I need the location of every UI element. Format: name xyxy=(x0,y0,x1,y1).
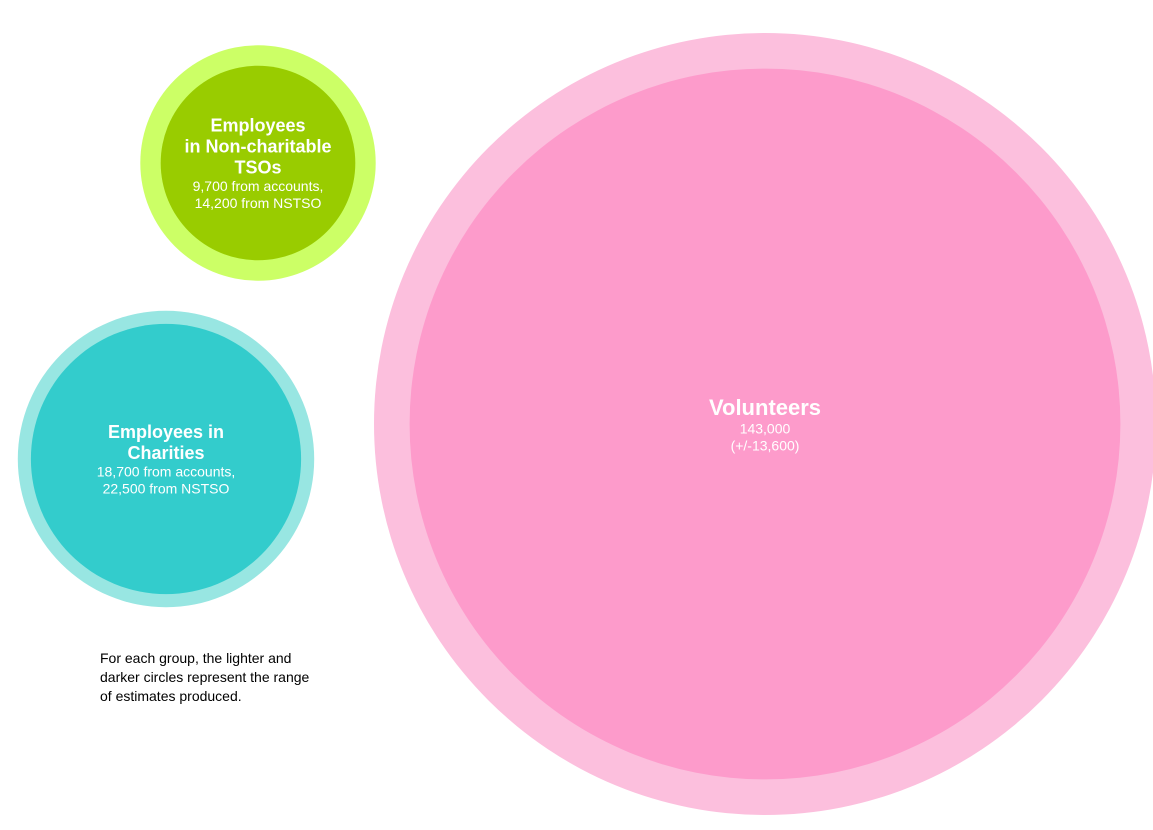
volunteers-inner-circle xyxy=(409,68,1121,780)
chart-note: For each group, the lighter and darker ci… xyxy=(100,650,310,704)
volunteers-title-line: Volunteers xyxy=(709,395,821,420)
employees-in-non-charitable-tsos-detail-line: 14,200 from NSTSO xyxy=(195,195,322,211)
employees-in-charities-detail-line: 18,700 from accounts, xyxy=(97,464,236,480)
volunteers-detail-line: 143,000 xyxy=(740,421,791,437)
employees-in-non-charitable-tsos-detail-line: 9,700 from accounts, xyxy=(193,178,324,194)
volunteers-detail-line: (+/-13,600) xyxy=(731,438,800,454)
employees-in-charities-title-line: Charities xyxy=(127,443,204,463)
employees-in-charities-detail-line: 22,500 from NSTSO xyxy=(103,481,230,497)
employees-in-non-charitable-tsos-title-line: TSOs xyxy=(234,157,281,177)
employees-in-non-charitable-tsos-title-line: Employees xyxy=(210,115,305,135)
employees-in-non-charitable-tsos-inner-circle xyxy=(160,65,356,261)
employees-in-charities-inner-circle xyxy=(30,323,302,595)
employees-in-charities-title-line: Employees in xyxy=(108,422,224,442)
employees-in-non-charitable-tsos-title-line: in Non-charitable xyxy=(184,136,331,156)
